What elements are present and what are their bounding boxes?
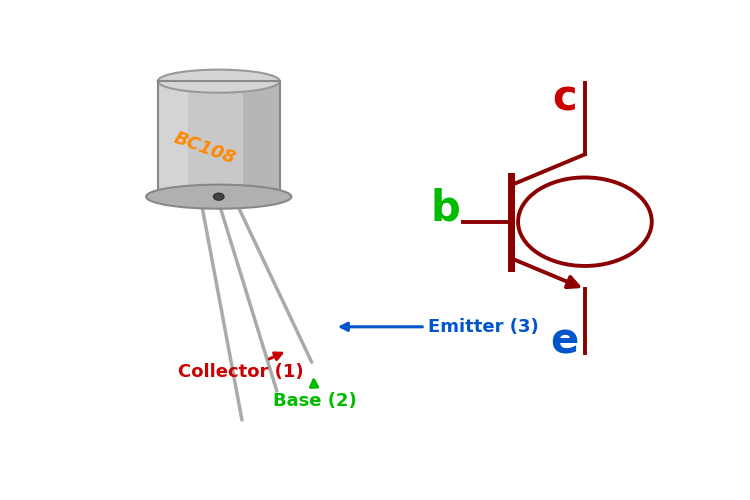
Ellipse shape [146,184,291,208]
Text: Emitter (3): Emitter (3) [341,318,538,336]
Bar [158,81,280,196]
Text: b: b [430,187,460,229]
Ellipse shape [158,187,280,206]
Bar [158,81,188,196]
Bar [158,81,280,196]
Bar [243,81,280,196]
Text: BC108: BC108 [171,129,238,168]
Text: e: e [550,320,579,362]
Text: Base (2): Base (2) [273,380,356,410]
Text: c: c [552,78,577,120]
Ellipse shape [158,70,280,92]
Ellipse shape [214,193,224,200]
Text: Collector (1): Collector (1) [178,353,304,381]
